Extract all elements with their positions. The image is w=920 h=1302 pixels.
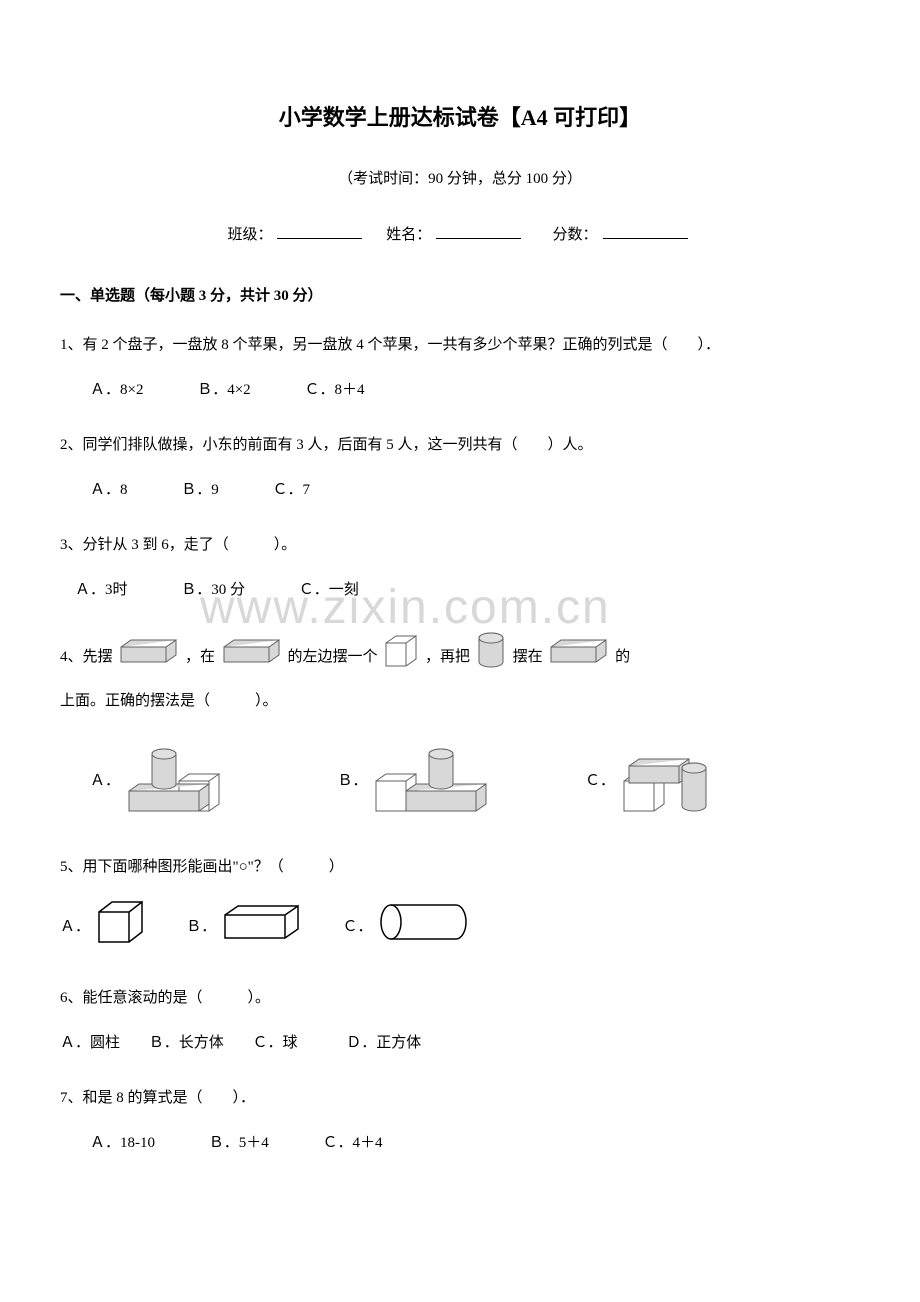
- q4-optA-group: Ａ．: [90, 736, 254, 827]
- q1-text: 1、有 2 个盘子，一盘放 8 个苹果，另一盘放 4 个苹果，一共有多少个苹果？…: [60, 330, 860, 360]
- score-label: 分数：: [553, 227, 598, 243]
- name-blank: [436, 238, 521, 239]
- q4-option-images: Ａ． Ｂ． Ｃ．: [90, 736, 860, 827]
- q7-optB: Ｂ．5＋4: [209, 1135, 269, 1151]
- q4-p3: 的左边摆一个: [288, 649, 378, 665]
- q4-p1: 4、先摆: [60, 649, 113, 665]
- q3-optB: Ｂ．30 分: [181, 582, 245, 598]
- q4-optA: Ａ．: [90, 772, 120, 788]
- q3-optA: Ａ．3时: [75, 582, 128, 598]
- q2-options: Ａ．8 Ｂ．9 Ｃ．7: [90, 475, 860, 505]
- student-info-line: 班级： 姓名： 分数：: [60, 223, 860, 244]
- class-label: 班级：: [227, 227, 272, 243]
- q4-optC-group: Ｃ．: [585, 736, 739, 827]
- q1-optA: Ａ．8×2: [90, 382, 143, 398]
- q6-optC: Ｃ．球: [253, 1035, 298, 1051]
- q6-optD: Ｄ．正方体: [346, 1035, 421, 1051]
- q1-optB: Ｂ．4×2: [197, 382, 250, 398]
- question-7: 7、和是 8 的算式是（ ）． Ａ．18-10 Ｂ．5＋4 Ｃ．4＋4: [60, 1083, 860, 1158]
- q6-optA: Ａ．圆柱: [60, 1035, 120, 1051]
- cuboid-outline-icon: [220, 902, 305, 953]
- q4-optB-group: Ｂ．: [338, 736, 502, 827]
- q4-text-line1: 4、先摆 ，在 的左边摆一个 ，再把 摆在 的: [60, 630, 860, 686]
- q5-options: Ａ． Ｂ． Ｃ．: [60, 897, 860, 958]
- question-6: 6、能任意滚动的是（ ）。 Ａ．圆柱 Ｂ．长方体 Ｃ．球 Ｄ．正方体: [60, 983, 860, 1058]
- score-blank: [603, 238, 688, 239]
- q4-optC: Ｃ．: [585, 772, 615, 788]
- q4-p6: 的: [615, 649, 630, 665]
- q4-p4: ，再把: [425, 649, 470, 665]
- q4-optB: Ｂ．: [338, 772, 368, 788]
- q3-text: 3、分针从 3 到 6，走了（ ）。: [60, 530, 860, 560]
- q7-optA: Ａ．18-10: [90, 1135, 155, 1151]
- q3-options: Ａ．3时 Ｂ．30 分 Ｃ．一刻: [75, 575, 860, 605]
- q2-optA: Ａ．8: [90, 482, 128, 498]
- name-label: 姓名：: [386, 227, 431, 243]
- cuboid-icon: [116, 635, 181, 681]
- q5-optC: Ｃ．: [343, 918, 373, 934]
- question-1: 1、有 2 个盘子，一盘放 8 个苹果，另一盘放 4 个苹果，一共有多少个苹果？…: [60, 330, 860, 405]
- question-2: 2、同学们排队做操，小东的前面有 3 人，后面有 5 人，这一列共有（ ）人。 …: [60, 430, 860, 505]
- section-1-header: 一、单选题（每小题 3 分，共计 30 分）: [60, 284, 860, 305]
- q7-options: Ａ．18-10 Ｂ．5＋4 Ｃ．4＋4: [90, 1128, 860, 1158]
- q4-p5: 摆在: [513, 649, 543, 665]
- question-3: 3、分针从 3 到 6，走了（ ）。 Ａ．3时 Ｂ．30 分 Ｃ．一刻: [60, 530, 860, 605]
- arrangement-c-icon: [619, 736, 739, 827]
- q2-optB: Ｂ．9: [181, 482, 219, 498]
- q3-optC: Ｃ．一刻: [299, 582, 359, 598]
- exam-subtitle: （考试时间：90 分钟，总分 100 分）: [60, 167, 860, 188]
- class-blank: [277, 238, 362, 239]
- q5-optA: Ａ．: [60, 918, 90, 934]
- cube-icon: [381, 631, 421, 685]
- question-5: 5、用下面哪种图形能画出"○"？（ ） Ａ． Ｂ． Ｃ．: [60, 852, 860, 958]
- q6-options: Ａ．圆柱 Ｂ．长方体 Ｃ．球 Ｄ．正方体: [60, 1028, 860, 1058]
- q1-options: Ａ．8×2 Ｂ．4×2 Ｃ．8＋4: [90, 375, 860, 405]
- q7-optC: Ｃ．4＋4: [323, 1135, 383, 1151]
- q5-text: 5、用下面哪种图形能画出"○"？（ ）: [60, 852, 860, 882]
- q1-optC: Ｃ．8＋4: [304, 382, 364, 398]
- cylinder-icon: [474, 630, 509, 686]
- cylinder-outline-icon: [376, 901, 471, 954]
- arrangement-a-icon: [124, 736, 254, 827]
- q6-optB: Ｂ．长方体: [149, 1035, 224, 1051]
- arrangement-b-icon: [371, 736, 501, 827]
- cuboid-icon-3: [546, 635, 611, 681]
- document-title: 小学数学上册达标试卷【A4 可打印】: [60, 100, 860, 132]
- q2-text: 2、同学们排队做操，小东的前面有 3 人，后面有 5 人，这一列共有（ ）人。: [60, 430, 860, 460]
- q6-text: 6、能任意滚动的是（ ）。: [60, 983, 860, 1013]
- question-4: 4、先摆 ，在 的左边摆一个 ，再把 摆在 的 上面。正确的摆法是（ ）。 Ａ．: [60, 630, 860, 827]
- q7-text: 7、和是 8 的算式是（ ）．: [60, 1083, 860, 1113]
- q4-p2: ，在: [185, 649, 215, 665]
- cube-outline-icon: [94, 897, 149, 958]
- q2-optC: Ｃ．7: [273, 482, 311, 498]
- q4-text-line2: 上面。正确的摆法是（ ）。: [60, 686, 860, 716]
- q5-optB: Ｂ．: [186, 918, 216, 934]
- cuboid-icon-2: [219, 635, 284, 681]
